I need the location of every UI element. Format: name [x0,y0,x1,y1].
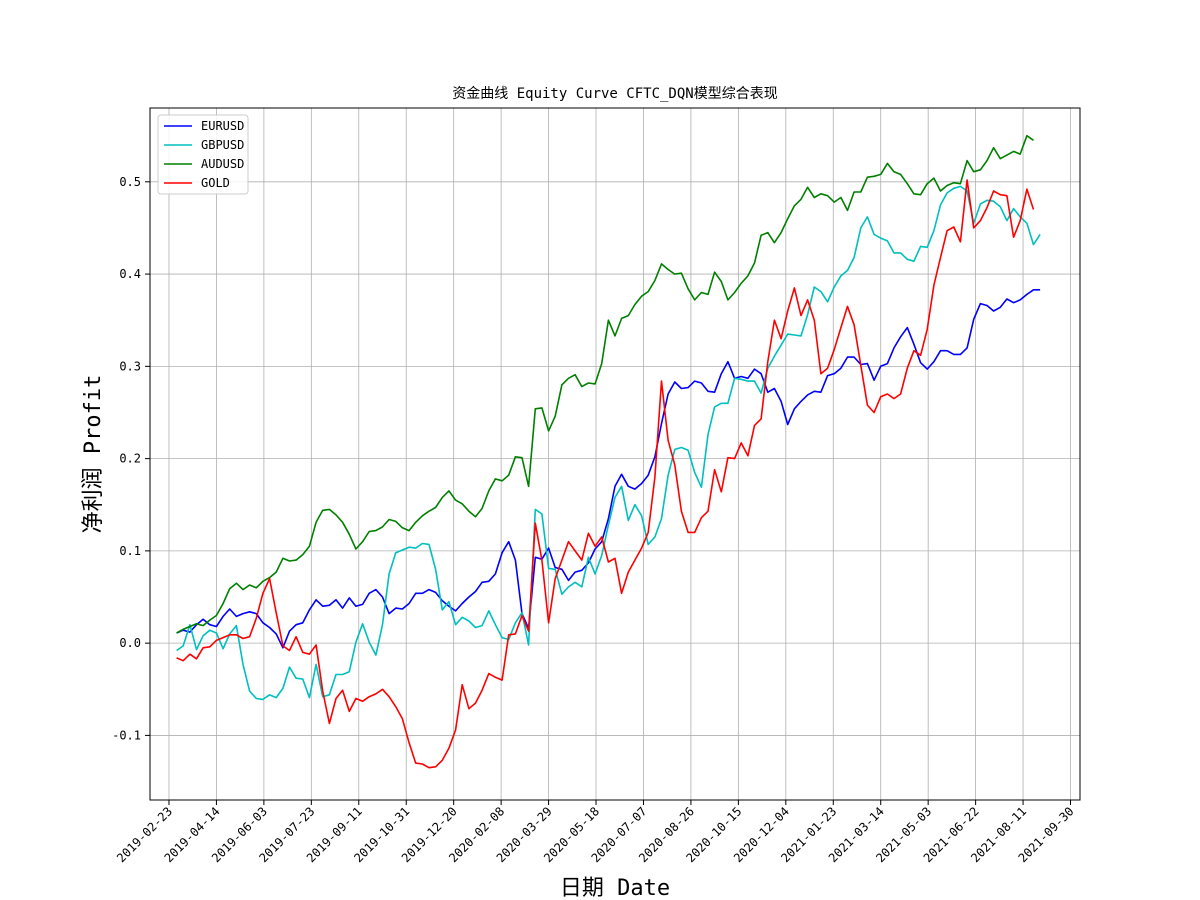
y-tick-label: 0.1 [119,544,141,558]
series-lines [176,134,1041,769]
legend-label-gbpusd: GBPUSD [201,138,244,152]
x-axis-label: 日期 Date [560,876,670,900]
series-line-gold [176,179,1035,769]
y-tick-label: 0.5 [119,175,141,189]
legend-box [157,114,249,195]
series-line-gbpusd [176,185,1041,701]
plot-area-frame [149,107,1081,801]
y-axis-ticks: -0.1 0.0 0.1 0.2 0.3 0.4 0.5 [112,175,150,742]
legend-label-gold: GOLD [201,176,230,190]
chart-title: 资金曲线 Equity Curve CFTC_DQN模型综合表现 [452,86,777,102]
y-axis-label: 净利润 Profit [81,375,106,534]
y-tick-label: -0.1 [112,728,141,742]
legend: EURUSD GBPUSD AUDUSD GOLD [157,114,249,195]
y-tick-label: 0.4 [119,267,141,281]
legend-label-eurusd: EURUSD [201,119,244,133]
x-axis-ticks: 2019-02-232019-04-142019-06-032019-07-23… [114,800,1077,865]
series-line-eurusd [176,289,1041,649]
y-tick-label: 0.0 [119,636,141,650]
y-tick-label: 0.2 [119,452,141,466]
series-line-audusd [176,134,1034,634]
legend-label-audusd: AUDUSD [201,157,244,171]
grid-lines [150,108,1080,800]
y-tick-label: 0.3 [119,359,141,373]
